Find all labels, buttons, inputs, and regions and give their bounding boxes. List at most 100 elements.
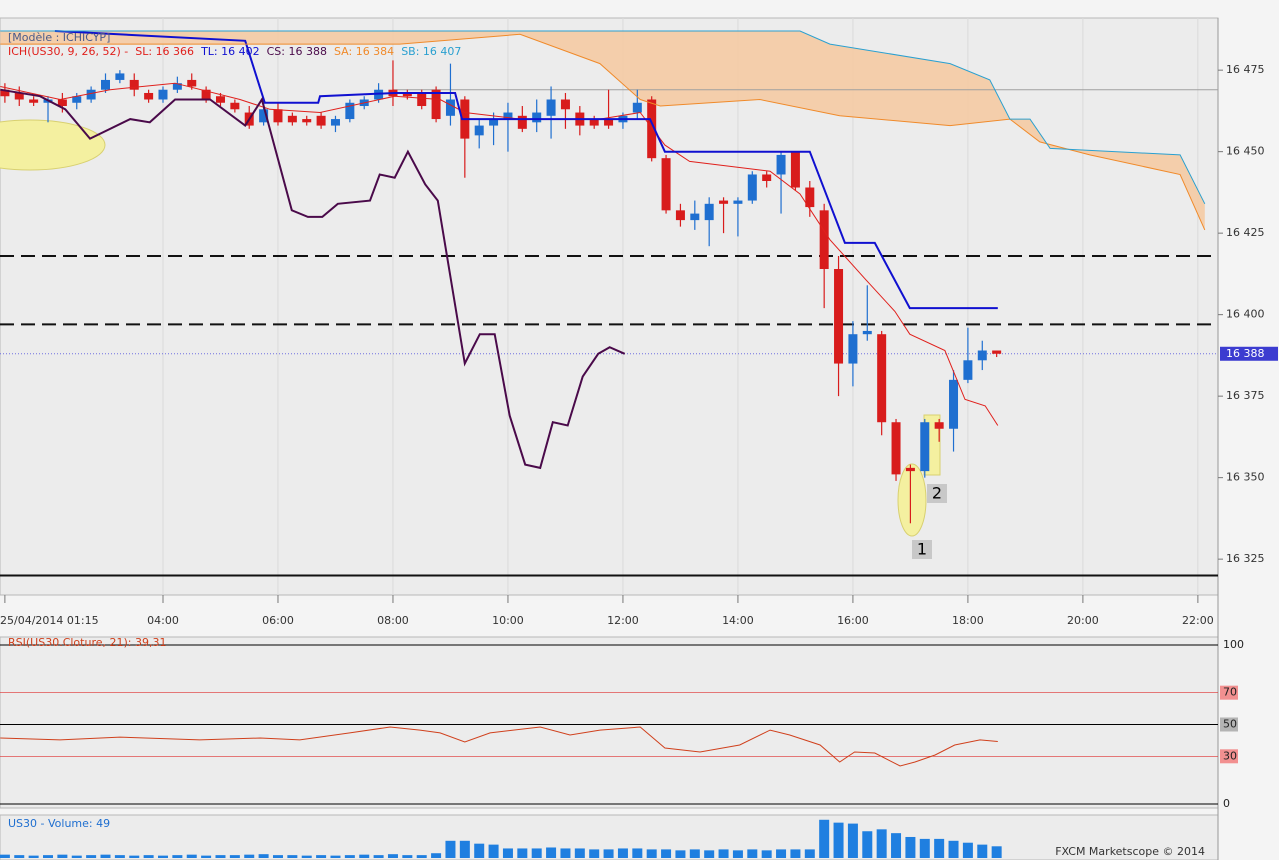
volume-bar — [330, 855, 341, 858]
volume-bar — [71, 855, 82, 858]
volume-bar — [488, 844, 499, 858]
volume-bar — [574, 848, 585, 858]
volume-bar — [373, 855, 384, 858]
x-tick-label: 16:00 — [837, 614, 869, 627]
candle-body — [776, 154, 786, 175]
legend-entry: SA: 16 384 — [334, 45, 394, 58]
volume-bar — [833, 822, 844, 858]
tick-box — [1220, 685, 1238, 700]
candle-body — [560, 99, 570, 110]
footer: FXCM Marketscope © 2014 — [1055, 845, 1205, 858]
y-tick-label: 16 475 — [1226, 63, 1265, 76]
volume-bar — [919, 838, 930, 858]
annotation-labels: 1 2 — [912, 484, 947, 559]
candle-body — [834, 269, 844, 364]
legend-entry: SB: 16 407 — [401, 45, 461, 58]
legend-entry: CS: 16 388 — [267, 45, 327, 58]
candle-body — [230, 102, 240, 110]
candle-body — [172, 83, 182, 90]
under-layer: 25/04/2014 01:15 04:00 06:00 08:00 10:00 12:0… — [0, 18, 1278, 810]
volume-bar — [646, 849, 657, 858]
candle-body — [517, 115, 527, 129]
volume-bar — [603, 849, 614, 858]
volume-bar — [129, 855, 140, 858]
volume-bar — [100, 854, 111, 858]
candle-body — [0, 89, 10, 97]
legend-prefix: ICH(US30, 9, 26, 52) - — [8, 45, 128, 58]
tick-box — [1220, 717, 1238, 732]
candle-body — [747, 174, 757, 201]
candle-body — [330, 119, 340, 126]
volume-bar — [661, 849, 672, 858]
candle-body — [489, 119, 499, 126]
volume-bar — [804, 849, 815, 858]
volume-bar — [589, 849, 600, 858]
candle-body — [963, 360, 973, 380]
volume-bar — [445, 840, 456, 858]
volume-bar — [316, 855, 327, 858]
candle-body — [29, 99, 39, 103]
volume-bar — [531, 848, 542, 858]
candle-body — [402, 92, 412, 97]
candle-body — [532, 112, 542, 123]
volume-bar — [790, 849, 801, 858]
y-tick-label: 16 425 — [1226, 226, 1265, 239]
y-tick-label: 70 — [1223, 686, 1237, 699]
candle-body — [86, 89, 96, 100]
indicator-line — [0, 82, 999, 426]
y-tick-label: 100 — [1223, 638, 1244, 651]
indicator-line — [0, 33, 1206, 231]
candle-body — [546, 99, 556, 116]
highlights — [0, 119, 941, 537]
y-tick-label: 16 350 — [1226, 471, 1265, 484]
y-tick-label: 16 325 — [1226, 552, 1265, 565]
volume-bar — [28, 855, 39, 858]
candle-body — [316, 115, 326, 126]
candle-body — [905, 467, 915, 472]
candle-body — [129, 79, 139, 90]
marks-layer — [0, 30, 1206, 858]
volume-bar — [14, 855, 25, 858]
volume-bar — [632, 848, 643, 858]
candle-body — [57, 99, 67, 107]
volume-bar — [244, 854, 255, 858]
annotation: 2 — [932, 484, 942, 503]
candle-body — [690, 213, 700, 221]
x-tick-label: 04:00 — [147, 614, 179, 627]
y-tick-label: 16 400 — [1226, 308, 1265, 321]
x-tick-label: 20:00 — [1067, 614, 1099, 627]
volume-bar — [718, 849, 729, 858]
y-tick-label: 16 375 — [1226, 389, 1265, 402]
candle-body — [862, 330, 872, 335]
volume-bar — [862, 831, 873, 858]
volume-bar — [819, 819, 830, 858]
candle-body — [187, 79, 197, 87]
candle-body — [877, 334, 887, 423]
x-tick-label: 25/04/2014 01:15 — [0, 614, 99, 627]
volume-bar — [172, 855, 183, 858]
model-label: [Modèle : ICHICYP] — [8, 31, 110, 44]
y-tick-label: 16 450 — [1226, 145, 1265, 158]
volume-bar — [560, 848, 571, 858]
volume-title: US30 - Volume: 49 — [8, 817, 110, 830]
x-tick-label: 08:00 — [377, 614, 409, 627]
volume-bar — [876, 829, 887, 858]
candle-body — [215, 96, 225, 103]
legend-entry: SL: 16 366 — [135, 45, 194, 58]
annotation-box — [927, 484, 947, 503]
volume-bar — [359, 854, 370, 858]
volume-bar — [747, 849, 758, 858]
annotation-box — [912, 540, 932, 559]
candle-body — [417, 92, 427, 107]
tick-box — [1220, 749, 1238, 764]
x-tick-label: 22:00 — [1182, 614, 1214, 627]
volume-bar — [934, 838, 945, 858]
volume-bar — [617, 848, 628, 858]
highlight-ellipse — [897, 463, 927, 537]
volume-bar — [86, 855, 97, 858]
volume-bar — [301, 855, 312, 858]
candle-body — [72, 96, 82, 103]
legend-entry: TL: 16 402 — [200, 45, 260, 58]
candle-body — [920, 422, 930, 472]
